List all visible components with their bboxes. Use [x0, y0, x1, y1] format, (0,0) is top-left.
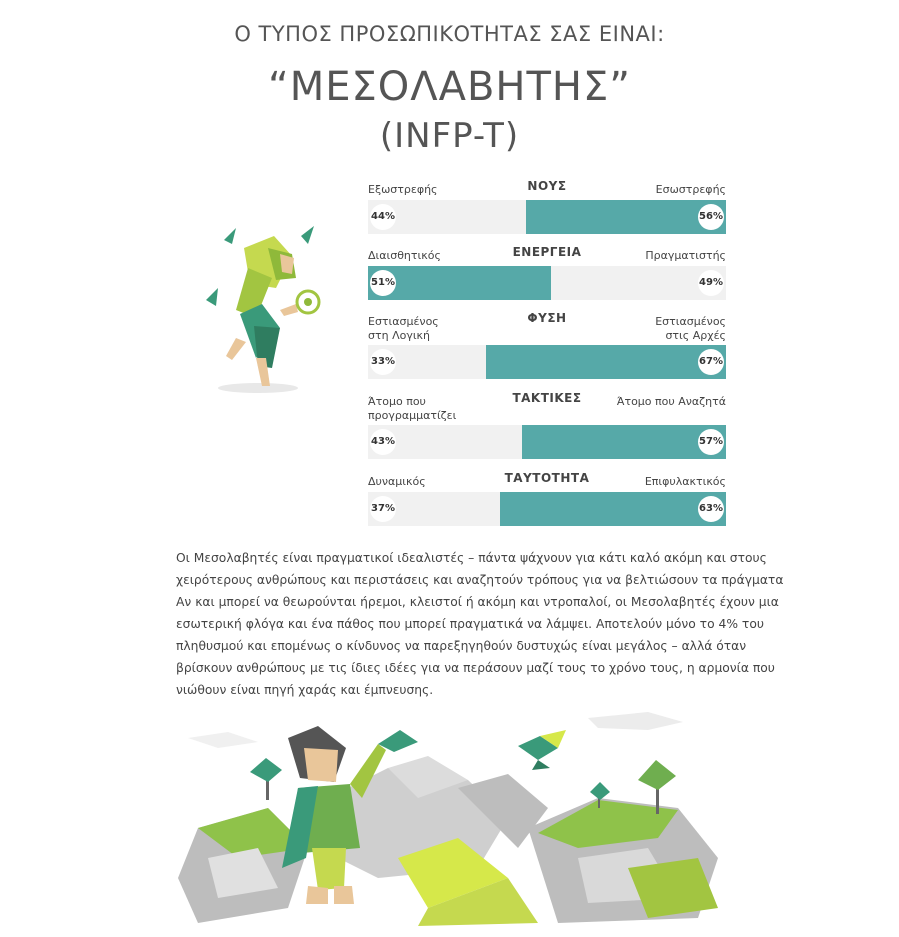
trait-left-label: Εστιασμένος στη Λογική [368, 315, 439, 342]
trait-right-percent: 56% [698, 204, 724, 230]
trait-right-percent: 49% [698, 270, 724, 296]
trait-category: ΕΝΕΡΓΕΙΑ [512, 245, 582, 259]
trait-right-label: Εσωστρεφής [655, 183, 726, 196]
trait-bar: 44% 56% [368, 200, 726, 234]
description-line: χειρότερους ανθρώπους και περιστάσεις κα… [176, 573, 784, 587]
trait-right-label: Άτομο που Αναζητά [616, 395, 726, 408]
description-line: Αν και μπορεί να θεωρούνται ήρεμοι, κλει… [176, 595, 779, 609]
trait-left-label: Εξωστρεφής [368, 183, 438, 196]
description-line: Οι Μεσολαβητές είναι πραγματικοί ιδεαλισ… [176, 551, 767, 565]
trait-left-percent: 33% [370, 349, 396, 375]
result-subtitle: Ο ΤΥΠΟΣ ΠΡΟΣΩΠΙΚΟΤΗΤΑΣ ΣΑΣ ΕΙΝΑΙ: [234, 22, 665, 46]
trait-left-percent: 37% [370, 496, 396, 522]
trait-left-label: Άτομο που προγραμματίζει [368, 395, 457, 422]
personality-type-code: (INFP-T) [379, 116, 520, 156]
trait-bar: 43% 57% [368, 425, 726, 459]
trait-bar-fill [486, 345, 726, 379]
trait-right-label: Επιφυλακτικός [644, 475, 726, 488]
trait-bar-fill [525, 200, 726, 234]
trait-bar-fill [368, 266, 551, 300]
trait-bar: 51% 49% [368, 266, 726, 300]
trait-bar: 33% 67% [368, 345, 726, 379]
trait-left-percent: 44% [370, 204, 396, 230]
trait-bar-fill [521, 425, 726, 459]
description-line: βρίσκουν ανθρώπους με τις ίδιες ιδέες γι… [176, 661, 775, 675]
trait-category: ΝΟΥΣ [527, 179, 567, 193]
mediator-character-icon [206, 226, 321, 393]
trait-left-percent: 43% [370, 429, 396, 455]
trait-category: ΤΑΥΤΟΤΗΤΑ [504, 471, 590, 485]
trait-bar: 37% 63% [368, 492, 726, 526]
trait-left-percent: 51% [370, 270, 396, 296]
trait-right-label: Πραγματιστής [645, 249, 726, 262]
trait-right-percent: 57% [698, 429, 724, 455]
trait-right-percent: 63% [698, 496, 724, 522]
trait-bar-fill [500, 492, 726, 526]
trait-category: ΤΑΚΤΙΚΕΣ [512, 391, 582, 405]
description-line: πληθυσμού και επομένως ο κίνδυνος να παρ… [176, 639, 747, 653]
personality-type-name: “ΜΕΣΟΛΑΒΗΤΗΣ” [267, 64, 632, 110]
description-line: νιώθουν είναι πηγή χαράς και έμπνευσης. [176, 683, 434, 697]
description-line: εσωτερική φλόγα και ένα πάθος που μπορεί… [176, 617, 764, 631]
type-description: Οι Μεσολαβητές είναι πραγματικοί ιδεαλισ… [176, 547, 784, 701]
mediator-landscape-icon [178, 712, 718, 926]
trait-left-label: Δυναμικός [368, 475, 426, 488]
trait-left-label: Διαισθητικός [368, 249, 441, 262]
trait-category: ΦΥΣΗ [527, 311, 567, 325]
trait-right-label: Εστιασμένος στις Αρχές [655, 315, 726, 342]
trait-right-percent: 67% [698, 349, 724, 375]
